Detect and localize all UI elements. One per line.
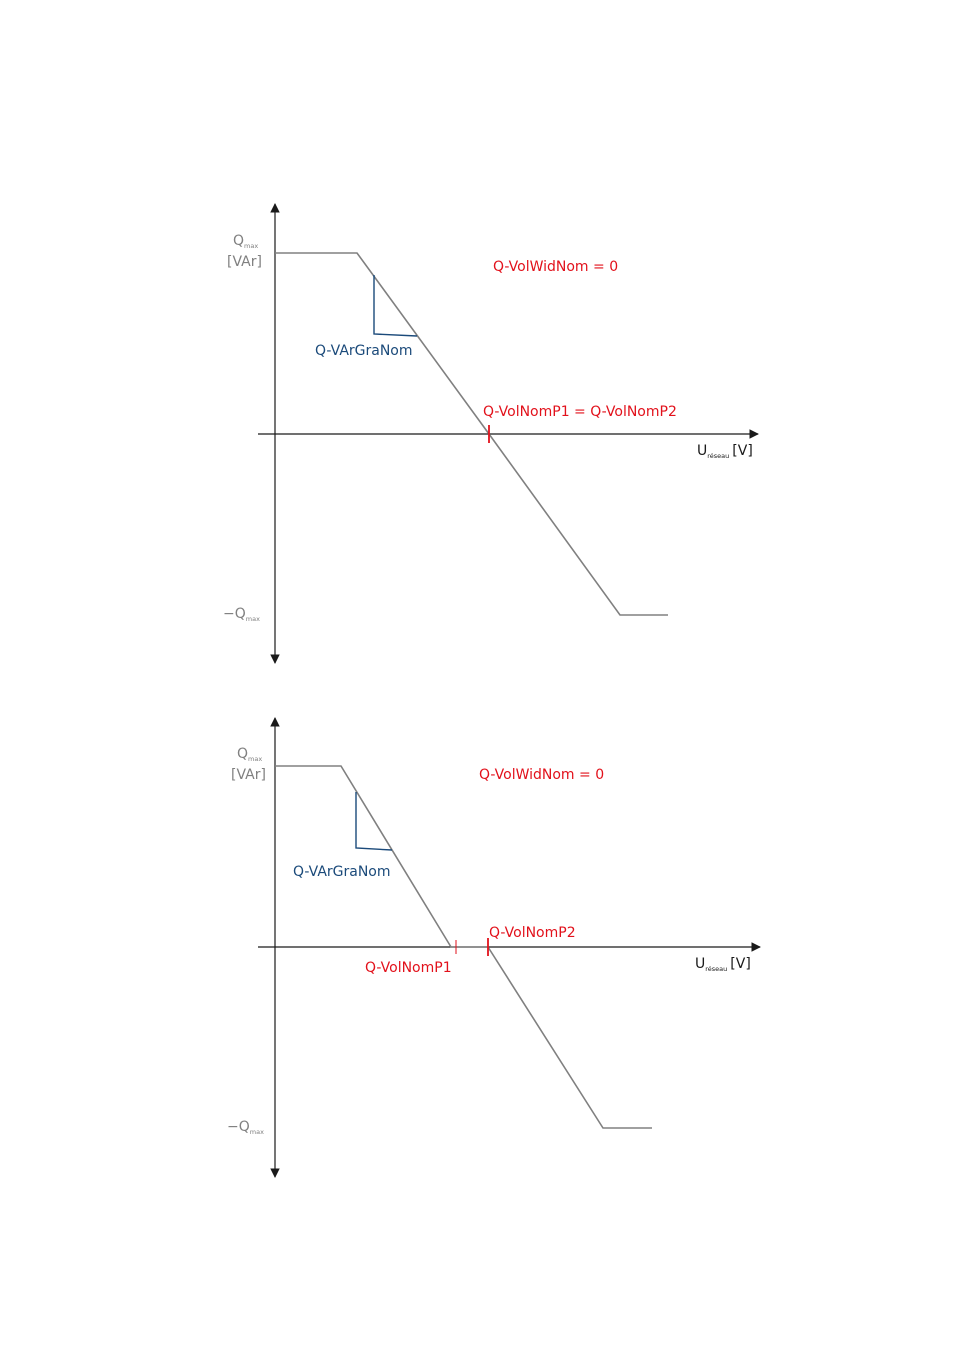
x-axis-label: Uréseau [V] <box>695 956 751 973</box>
width-label: Q-VolWidNom = 0 <box>493 259 618 275</box>
y-axis-neg-qmax-label: −Qmax <box>227 1119 264 1136</box>
p1-label: Q-VolNomP1 <box>365 960 452 976</box>
y-axis-qmax-label: Qmax <box>237 746 262 763</box>
gradient-label: Q-VArGraNom <box>315 343 413 359</box>
y-axis-qmax-label: Qmax <box>233 233 258 250</box>
y-axis-unit-label: [VAr] <box>227 254 262 270</box>
x-axis-label: Uréseau [V] <box>697 443 753 460</box>
characteristic-curve <box>275 765 652 1129</box>
y-axis-unit-label: [VAr] <box>231 767 266 783</box>
gradient-triangle <box>355 792 393 851</box>
gradient-triangle <box>373 275 418 337</box>
nominal-point-label: Q-VolNomP1 = Q-VolNomP2 <box>483 404 677 420</box>
gradient-label: Q-VArGraNom <box>293 864 391 880</box>
p2-label: Q-VolNomP2 <box>489 925 576 941</box>
diagram-1: Qmax [VAr] −Qmax Uréseau [V] Q-VolWidNom … <box>223 203 759 664</box>
diagram-2: Qmax [VAr] −Qmax Uréseau [V] Q-VolWidNom … <box>227 717 761 1178</box>
width-label: Q-VolWidNom = 0 <box>479 767 604 783</box>
y-axis-neg-qmax-label: −Qmax <box>223 606 260 623</box>
